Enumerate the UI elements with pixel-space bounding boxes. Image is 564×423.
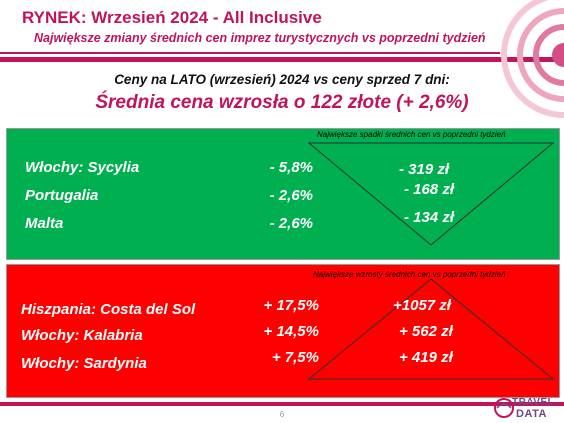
decorative-circles-icon	[501, 0, 564, 118]
decrease-row-name: Włochy: Sycylia	[25, 159, 140, 176]
decrease-row-amount: - 319 zł	[399, 161, 450, 178]
increase-row-pct: + 17,5%	[263, 297, 319, 314]
increase-row-amount: +1057 zł	[393, 297, 451, 314]
decrease-row-amount: - 168 zł	[404, 181, 455, 198]
decrease-row-pct: - 2,6%	[269, 187, 313, 204]
logo-line1: TRAVEL	[512, 397, 555, 408]
increases-title: Największe wzrosty średnich cen vs poprz…	[313, 270, 506, 279]
average-change: Średnia cena wzrosła o 122 złote (+ 2,6%…	[95, 92, 469, 113]
travel-data-logo: TRAVEL DATA	[494, 395, 562, 421]
footer-band	[0, 402, 564, 406]
increases-panel: Największe wzrosty średnich cen vs poprz…	[6, 264, 560, 398]
increase-row-amount: + 419 zł	[399, 349, 453, 366]
decrease-row-pct: - 2,6%	[269, 215, 313, 232]
decrease-row-name: Portugalia	[25, 187, 99, 204]
increase-row-name: Włochy: Sardynia	[21, 355, 147, 372]
logo-line2: DATA	[516, 408, 547, 420]
decreases-title: Największe spadki średnich cen vs poprze…	[317, 130, 506, 139]
header-divider	[0, 52, 500, 54]
page-number: 6	[279, 410, 285, 419]
decreases-panel: Największe spadki średnich cen vs poprze…	[6, 128, 560, 260]
increase-row-amount: + 562 zł	[399, 323, 453, 340]
decrease-row-amount: - 134 zł	[404, 209, 455, 226]
logo-globe-icon	[494, 398, 514, 418]
page-title: RYNEK: Wrzesień 2024 - All Inclusive	[22, 8, 322, 27]
down-triangle-icon	[307, 142, 555, 246]
up-triangle-icon	[307, 278, 555, 380]
header-band	[0, 57, 564, 62]
decrease-row-pct: - 5,8%	[269, 159, 313, 176]
page-subtitle: Największe zmiany średnich cen imprez tu…	[34, 31, 486, 45]
comparison-title: Ceny na LATO (wrzesień) 2024 vs ceny spr…	[114, 72, 450, 87]
increase-row-name: Hiszpania: Costa del Sol	[21, 301, 196, 318]
increase-row-name: Włochy: Kalabria	[21, 327, 143, 344]
increase-row-pct: + 14,5%	[263, 323, 319, 340]
increase-row-pct: + 7,5%	[271, 349, 319, 366]
decrease-row-name: Malta	[25, 215, 64, 232]
